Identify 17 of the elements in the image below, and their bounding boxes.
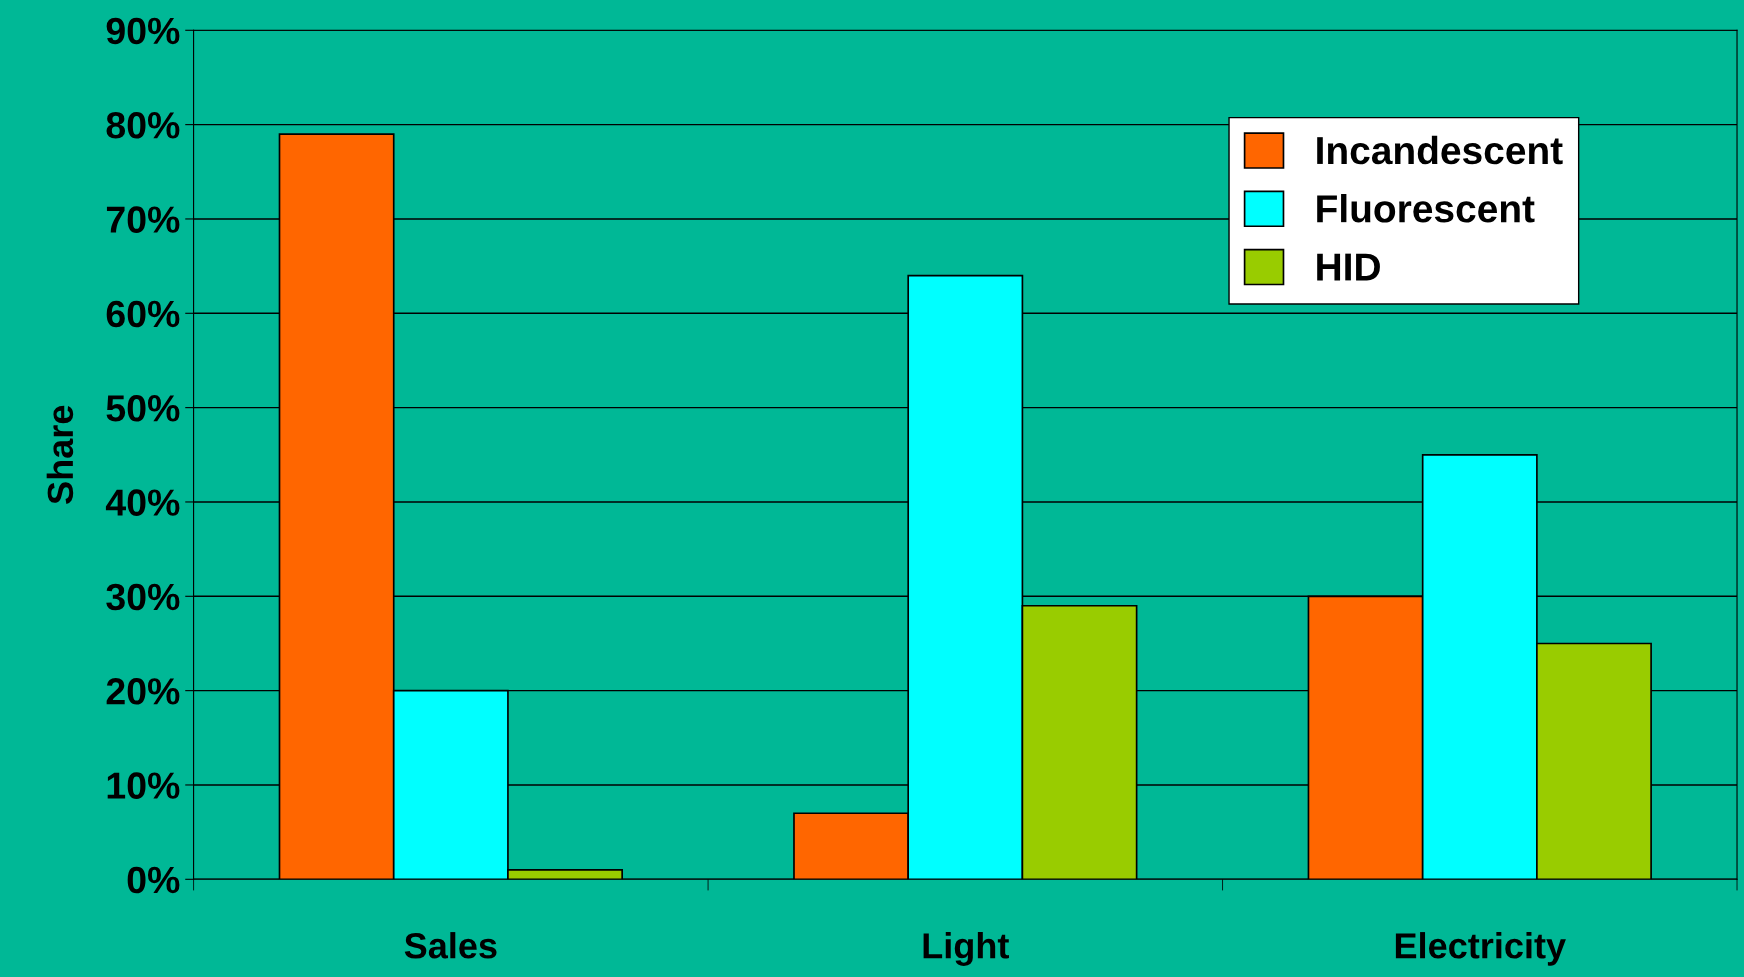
legend-label: Incandescent [1317,135,1563,165]
legend-label: HID [1317,253,1380,281]
y-tick-label: 20% [106,678,180,705]
legend-label: Fluorescent [1317,193,1535,223]
y-tick-label: 90% [106,17,180,45]
x-tick-label: Light [923,932,1009,966]
y-tick-label: 60% [106,300,180,328]
y-tick-label: 30% [106,583,180,611]
y-axis-title: Share [46,405,74,504]
y-tick-label: 70% [106,206,180,233]
y-tick-label: 0% [127,866,180,894]
x-tick-label: Electricity [1395,932,1566,966]
y-tick-label: 50% [106,395,180,422]
x-tick-label: Sales [404,932,497,959]
y-tick-label: 10% [107,772,180,799]
y-tick-label: 80% [106,112,180,139]
y-tick-label: 40% [105,489,180,516]
